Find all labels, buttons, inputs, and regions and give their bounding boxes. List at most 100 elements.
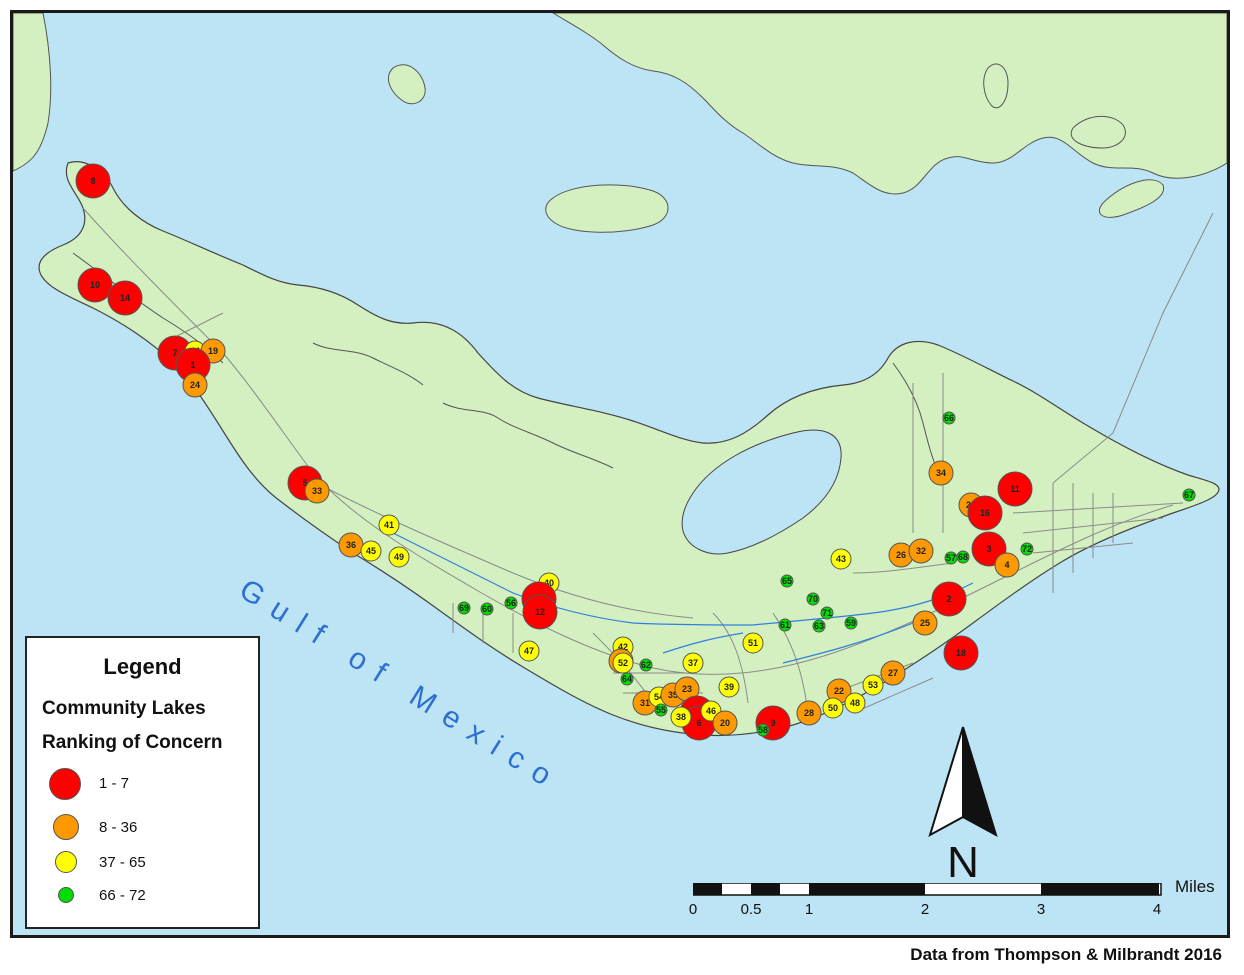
lake-rank-label: 59 [846, 618, 856, 628]
lake-marker-50: 50 [822, 697, 844, 719]
lake-marker-63: 63 [812, 619, 826, 633]
lake-circle [994, 552, 1020, 578]
island [545, 184, 669, 233]
lake-circle [928, 460, 954, 486]
lake-rank-label: 38 [676, 712, 686, 722]
lake-circle [844, 692, 866, 714]
lake-circle [360, 540, 382, 562]
lake-rank-label: 23 [682, 684, 692, 694]
lake-circle [778, 618, 792, 632]
lake-rank-label: 9 [770, 718, 775, 728]
lake-circle [304, 478, 330, 504]
lake-marker-43: 43 [830, 548, 852, 570]
lake-rank-label: 19 [208, 346, 218, 356]
lake-rank-label: 65 [782, 576, 792, 586]
lake-circle [942, 411, 956, 425]
legend-title: Legend [103, 654, 182, 679]
lake-marker-10: 10 [77, 267, 113, 303]
lake-marker-18: 18 [943, 635, 979, 671]
legend-row-1-7: 1 - 7 [27, 766, 258, 802]
lake-rank-label: 20 [720, 718, 730, 728]
lake-circle [812, 619, 826, 633]
lake-marker-53: 53 [862, 674, 884, 696]
lake-rank-label: 26 [896, 550, 906, 560]
scale-tick: 4 [1152, 901, 1162, 918]
lake-marker-32: 32 [908, 538, 934, 564]
lake-circle [820, 606, 834, 620]
lake-circle [862, 674, 884, 696]
legend-label: 8 - 36 [99, 819, 138, 836]
lake-marker-61: 61 [778, 618, 792, 632]
lake-rank-label: 57 [946, 553, 956, 563]
lake-circle [107, 280, 143, 316]
legend-subtitle-community-lakes: Community Lakes [42, 698, 206, 719]
lake-rank-label: 5 [302, 478, 307, 488]
lake-marker-55: 55 [654, 703, 668, 717]
legend-swatch-yellow [55, 851, 77, 873]
lake-marker-14: 14 [107, 280, 143, 316]
lake-circle [654, 703, 668, 717]
lake-rank-label: 12 [535, 607, 545, 617]
lake-circle [912, 610, 938, 636]
lake-rank-label: 49 [394, 552, 404, 562]
lake-circle [480, 602, 494, 616]
lake-rank-label: 53 [868, 680, 878, 690]
lake-circle [756, 723, 770, 737]
lake-rank-label: 55 [656, 705, 666, 715]
lake-circle [682, 652, 704, 674]
north-arrow-icon: N [928, 726, 998, 885]
lake-marker-56: 56 [504, 596, 518, 610]
lake-rank-label: 22 [834, 686, 844, 696]
lake-marker-49: 49 [388, 546, 410, 568]
lake-marker-71: 71 [820, 606, 834, 620]
lake-marker-66: 66 [942, 411, 956, 425]
lake-rank-label: 40 [544, 578, 554, 588]
lake-marker-37: 37 [682, 652, 704, 674]
lake-marker-51: 51 [742, 632, 764, 654]
lake-marker-36: 36 [338, 532, 364, 558]
lake-circle [822, 697, 844, 719]
lake-marker-24: 24 [182, 372, 208, 398]
lake-circle [880, 660, 906, 686]
lake-circle [522, 594, 558, 630]
lake-rank-label: 37 [688, 658, 698, 668]
lake-circle [378, 514, 400, 536]
lake-marker-25: 25 [912, 610, 938, 636]
lake-rank-label: 41 [384, 520, 394, 530]
lake-rank-label: 16 [980, 508, 990, 518]
lake-marker-39: 39 [718, 676, 740, 698]
lake-marker-72: 72 [1020, 542, 1034, 556]
lake-rank-label: 48 [850, 698, 860, 708]
lake-rank-label: 8 [90, 176, 95, 186]
lake-circle [388, 546, 410, 568]
lake-circle [780, 574, 794, 588]
lake-rank-label: 42 [618, 642, 628, 652]
lake-rank-label: 51 [748, 638, 758, 648]
lake-rank-label: 32 [916, 546, 926, 556]
lake-circle [742, 632, 764, 654]
lake-marker-65: 65 [780, 574, 794, 588]
lake-marker-59: 59 [844, 616, 858, 630]
lake-rank-label: 25 [920, 618, 930, 628]
lake-marker-45: 45 [360, 540, 382, 562]
lake-circle [967, 495, 1003, 531]
lake-circle [75, 163, 111, 199]
lake-rank-label: 35 [668, 690, 678, 700]
lake-circle [457, 601, 471, 615]
lake-rank-label: 31 [640, 698, 650, 708]
lake-rank-label: 4 [1004, 560, 1009, 570]
lake-marker-67: 67 [1182, 488, 1196, 502]
lake-marker-48: 48 [844, 692, 866, 714]
lake-rank-label: 54 [654, 692, 664, 702]
lake-rank-label: 47 [524, 646, 534, 656]
lake-marker-68: 68 [956, 550, 970, 564]
lake-rank-label: 18 [956, 648, 966, 658]
lake-rank-label: 10 [90, 280, 100, 290]
sanibel-island [38, 161, 1220, 737]
lake-rank-label: 62 [641, 660, 651, 670]
lake-rank-label: 2 [946, 594, 951, 604]
island [1070, 115, 1126, 149]
legend-label: 66 - 72 [99, 887, 146, 904]
lake-circle [182, 372, 208, 398]
lake-rank-label: 33 [312, 486, 322, 496]
